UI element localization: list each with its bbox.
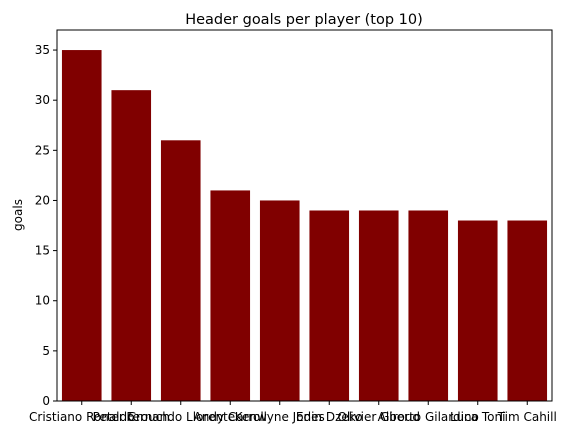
x-tick-label: Edin Dzeko xyxy=(296,410,363,424)
plot-frame xyxy=(56,29,553,402)
bar xyxy=(210,190,251,401)
bar xyxy=(160,140,201,401)
y-tick-label: 5 xyxy=(42,344,50,358)
x-tick-label: Luca Toni xyxy=(450,410,505,424)
y-axis-label: goals xyxy=(11,199,25,231)
bar xyxy=(507,220,548,401)
x-tick-label: Kenwyne Jones xyxy=(235,410,325,424)
x-tick-label: Andy Carroll xyxy=(194,410,267,424)
y-tick-label: 15 xyxy=(35,244,50,258)
bar xyxy=(358,210,399,401)
x-tick-label: Olivier Giroud xyxy=(337,410,420,424)
x-tick-label: Peter Crouch xyxy=(93,410,170,424)
x-tick-label: Cristiano Ronaldo xyxy=(29,410,134,424)
bar xyxy=(408,210,449,401)
x-tick-label: Fernando Llorente xyxy=(126,410,235,424)
chart-title: Header goals per player (top 10) xyxy=(185,12,423,28)
y-tick-label: 30 xyxy=(35,93,50,107)
y-tick-label: 10 xyxy=(35,294,50,308)
y-tick-label: 25 xyxy=(35,143,50,157)
bar xyxy=(309,210,350,401)
y-tick-label: 0 xyxy=(42,394,50,408)
bar xyxy=(61,50,102,402)
bar xyxy=(259,200,300,401)
x-tick-label: Alberto Gilardino xyxy=(378,410,479,424)
y-tick-label: 35 xyxy=(35,43,50,57)
bar xyxy=(111,90,152,401)
bar xyxy=(457,220,498,401)
x-tick-label: Tim Cahill xyxy=(497,410,557,424)
y-tick-label: 20 xyxy=(35,193,50,207)
